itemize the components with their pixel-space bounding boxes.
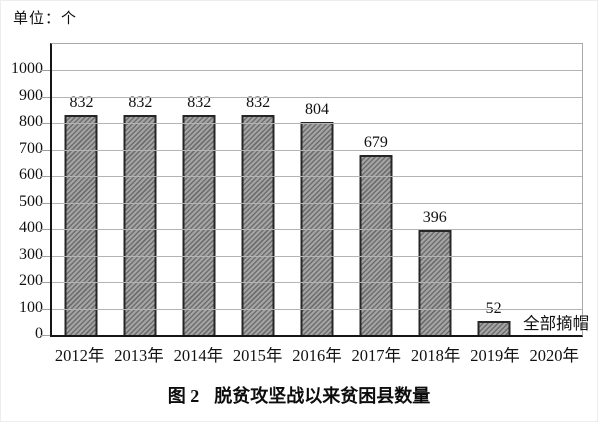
x-axis-label-2018年: 2018年 [410, 346, 461, 365]
y-axis-label-600: 600 [19, 166, 43, 184]
y-tick-500 [41, 202, 50, 204]
gridline-300 [52, 255, 582, 257]
gridline-700 [52, 149, 582, 151]
annotation-label: 全部摘帽 [523, 313, 590, 333]
bar-value-label-2015年: 832 [246, 93, 271, 111]
y-axis-label-300: 300 [19, 245, 43, 263]
y-tick-300 [41, 255, 50, 257]
y-axis-label-500: 500 [19, 192, 43, 210]
y-tick-100 [41, 308, 50, 310]
x-axis-label-2012年: 2012年 [54, 346, 105, 365]
gridline-200 [52, 282, 582, 284]
bar-value-label-2014年: 832 [187, 93, 212, 111]
gridline-600 [52, 176, 582, 178]
bar-slot-2013年: 832 [111, 44, 170, 335]
y-axis-label-200: 200 [19, 272, 43, 290]
bar-2015年 [241, 114, 275, 335]
gridline-500 [52, 202, 582, 204]
y-axis-label-400: 400 [19, 219, 43, 237]
gridline-900 [52, 96, 582, 98]
bar-slot-2012年: 832 [52, 44, 111, 335]
x-axis-label-2016年: 2016年 [292, 346, 342, 365]
y-tick-0 [41, 335, 50, 336]
y-axis-label-100: 100 [19, 298, 43, 316]
gridline-800 [52, 123, 582, 125]
gridline-1000 [52, 70, 582, 72]
y-axis-label-0: 0 [35, 325, 43, 342]
x-axis-label-2013年: 2013年 [114, 346, 164, 365]
bar-value-label-2012年: 832 [69, 93, 94, 111]
y-axis-label-900: 900 [19, 86, 43, 104]
y-tick-600 [41, 176, 50, 178]
bar-2014年 [182, 114, 216, 335]
x-axis-labels: 2012年 2013年 2014年 2015年 2016年 2017年 2018年 2019年… [50, 342, 584, 366]
y-tick-900 [41, 96, 50, 98]
bar-value-label-2017年: 679 [363, 134, 388, 152]
x-axis-label-2015年: 2015年 [232, 346, 283, 365]
gridline-100 [52, 308, 582, 310]
x-axis-label-2014年: 2014年 [173, 346, 224, 365]
gridline-400 [52, 229, 582, 231]
y-tick-400 [41, 229, 50, 231]
x-axis-label-2020年: 2020年 [529, 346, 580, 365]
y-tick-200 [41, 282, 50, 284]
bar-2017年 [359, 155, 393, 335]
bar-slot-2015年: 832 [229, 44, 288, 335]
bar-slot-2014年: 832 [170, 44, 229, 335]
y-axis-label-1000: 1000 [11, 60, 43, 78]
bar-slot-2016年: 804 [288, 44, 347, 335]
bar-slot-2017年: 679 [346, 44, 405, 335]
bar-2016年 [300, 122, 334, 335]
bar-value-label-2018年: 396 [422, 209, 447, 227]
plot-area: 832 832 832 832 804 679 396 52 全部摘帽 [41, 43, 590, 337]
x-axis-label-2019年: 2019年 [470, 346, 520, 365]
y-tick-1000 [41, 70, 50, 72]
bar-value-label-2013年: 832 [128, 93, 153, 111]
bar-slot-2018年: 396 [405, 44, 464, 335]
unit-label: 单位：个 [13, 11, 78, 27]
caption-title: 脱贫攻坚战以来贫困县数量 [214, 386, 431, 406]
bar-2012年 [64, 114, 98, 335]
y-axis-labels: 0 100 200 300 400 500 600 700 800 900 1000 [1, 43, 43, 342]
bars-container: 832 832 832 832 804 679 396 52 全部摘帽 [52, 44, 590, 335]
figure-caption: 图 2 脱贫攻坚战以来贫困县数量 [1, 382, 597, 408]
y-tick-700 [41, 149, 50, 151]
y-tick-800 [41, 123, 50, 125]
y-axis-label-800: 800 [19, 113, 43, 131]
bar-2019年 [477, 321, 511, 335]
bar-slot-2019年: 52 [464, 44, 523, 335]
bar-2013年 [123, 114, 157, 335]
caption-figure-number: 图 2 [167, 386, 200, 406]
x-axis-label-2017年: 2017年 [351, 346, 402, 365]
bar-value-label-2016年: 804 [305, 101, 329, 119]
bar-slot-2020年: 全部摘帽 [523, 44, 590, 335]
y-axis-label-700: 700 [19, 139, 43, 157]
